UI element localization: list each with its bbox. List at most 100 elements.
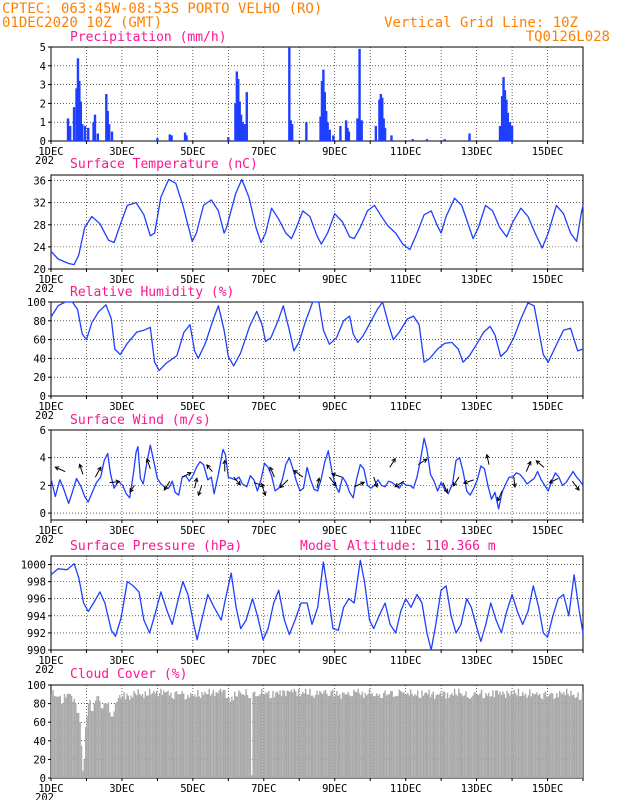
cloud-bar xyxy=(436,694,439,778)
cloud-bar xyxy=(178,694,181,778)
wind-arrow-head xyxy=(222,459,228,465)
wind-arrow-shaft xyxy=(79,464,84,475)
wind-arrow-head xyxy=(187,472,192,477)
cloud-bar xyxy=(399,691,402,778)
cloud-bar xyxy=(425,692,427,778)
cloud-bar xyxy=(445,698,447,778)
wind-arrow xyxy=(269,466,275,478)
tick-9dec: 9DEC xyxy=(322,274,347,286)
wind-arrow-shaft xyxy=(497,490,503,502)
cloud-bar xyxy=(76,712,78,778)
precip-title: Precipitation (mm/h) xyxy=(70,30,227,45)
wind-arrow-head xyxy=(97,466,102,472)
cloud-bar xyxy=(309,688,311,778)
cloud-bar xyxy=(252,692,254,778)
cloud-bar xyxy=(514,693,517,778)
cloud-bar xyxy=(519,696,521,778)
cloud-bar xyxy=(191,694,193,778)
wind-arrow-shaft xyxy=(109,481,120,484)
cloud-bar xyxy=(466,697,469,778)
precip-bar xyxy=(320,80,324,141)
cloud-bar xyxy=(499,691,501,778)
cloud-bar xyxy=(177,694,179,778)
precip-bar xyxy=(243,124,246,141)
cloud-bar xyxy=(443,692,446,778)
cloud-bar xyxy=(361,691,364,778)
cloud-bar xyxy=(556,693,558,778)
cloud-bar xyxy=(209,695,212,778)
wind-arrow xyxy=(279,479,289,489)
cloud-bar xyxy=(419,698,422,778)
y-tick-label: 24 xyxy=(33,242,46,254)
tick-9dec: 9DEC xyxy=(322,401,347,413)
cloud-bar xyxy=(337,695,339,778)
cloud-bar xyxy=(493,697,496,778)
y-tick-label: 0 xyxy=(40,391,46,403)
precip-bar xyxy=(110,131,114,141)
cloud-bar xyxy=(302,691,304,778)
wind-arrow-head xyxy=(575,486,580,491)
cloud-bar xyxy=(516,695,518,778)
cloud-bar xyxy=(536,692,538,778)
precip-bar xyxy=(78,80,81,141)
cloud-bar xyxy=(463,695,466,778)
cloud-bar xyxy=(242,694,244,778)
cloud-bar xyxy=(59,695,61,778)
tick-7dec: 7DEC xyxy=(251,655,276,667)
cloud-bar xyxy=(134,693,137,778)
cloud-bar xyxy=(350,696,352,778)
cloud-bar xyxy=(146,695,148,778)
cloud-bar xyxy=(109,712,111,778)
precip-bar xyxy=(326,122,329,141)
cloud-bar xyxy=(390,690,392,778)
cloud-bar xyxy=(495,690,497,778)
cloud-bar xyxy=(363,698,365,778)
cloud-bar xyxy=(69,694,71,778)
y-tick-label: 1 xyxy=(40,117,46,129)
cloud-bar xyxy=(541,699,544,778)
precip-bar xyxy=(107,124,111,141)
tick-15dec: 15DEC xyxy=(532,655,564,667)
y-tick-label: 992 xyxy=(27,628,46,640)
tick-5dec: 5DEC xyxy=(180,401,205,413)
cloud-bar xyxy=(131,697,134,778)
cloud-bar xyxy=(573,694,575,778)
cloud-bar xyxy=(558,691,561,778)
cloud-bar xyxy=(456,695,459,778)
precip-bar xyxy=(235,71,239,141)
cloud-bar xyxy=(476,694,479,778)
cloud-bar xyxy=(378,694,381,778)
y-tick-label: 990 xyxy=(27,645,46,657)
cloud-bar xyxy=(394,696,396,778)
cloud-bar xyxy=(201,691,203,778)
tick-15dec: 15DEC xyxy=(532,401,564,413)
wind-arrow-shaft xyxy=(293,470,304,478)
cloud-bar xyxy=(153,690,155,778)
series-line xyxy=(50,301,584,372)
cloud-bar xyxy=(168,695,171,778)
cloud-bar xyxy=(483,698,486,778)
cloud-bar xyxy=(468,697,470,778)
cloud-bar xyxy=(51,694,53,778)
cloud-bar xyxy=(381,698,383,778)
cloud-bar xyxy=(283,690,286,778)
tick-1dec: 1DEC xyxy=(38,274,63,286)
cloud-bar xyxy=(554,698,557,778)
series-line xyxy=(50,178,584,266)
tick-3dec: 3DEC xyxy=(109,783,134,795)
cloud-bar xyxy=(228,697,230,778)
cloud-bar xyxy=(567,693,569,778)
cloud-bar xyxy=(548,694,551,778)
precip-bar xyxy=(238,101,241,141)
cloud-title: Cloud Cover (%) xyxy=(70,667,187,682)
cloud-bar xyxy=(158,692,161,778)
precip-bar xyxy=(379,94,383,141)
precip-bar xyxy=(356,118,359,141)
cloud-bar xyxy=(53,696,56,778)
cloud-bar xyxy=(422,695,425,778)
y-tick-label: 40 xyxy=(33,353,46,365)
cloud-bar xyxy=(412,696,415,778)
cloud-bar xyxy=(58,696,60,778)
wind-arrow xyxy=(197,485,203,497)
wind-arrow-head xyxy=(330,472,336,478)
